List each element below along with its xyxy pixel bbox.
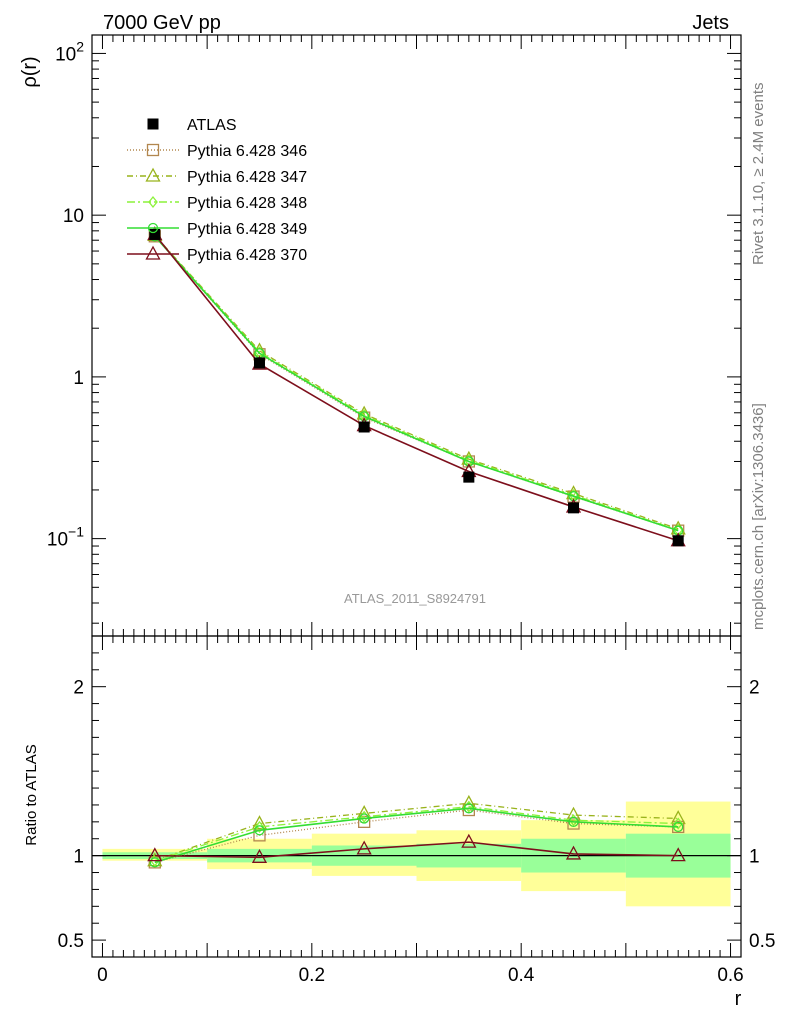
main-y-tick-label: 1: [73, 368, 84, 389]
ratio-point-p347: [565, 806, 582, 821]
side-label-top: Rivet 3.1.10, ≥ 2.4M events: [750, 83, 767, 266]
point-atlas: [358, 421, 370, 433]
header-right: Jets: [692, 12, 729, 34]
legend-label-p370: Pythia 6.428 370: [187, 247, 307, 264]
point-atlas: [463, 471, 475, 483]
ratio-point-p346: [462, 803, 475, 817]
ratio-line-p348: [154, 805, 679, 862]
series-p349: [149, 231, 684, 536]
legend-marker-p346: [146, 143, 160, 157]
ratio-line-p346: [154, 809, 679, 864]
ratio-point-p346: [567, 817, 580, 830]
ratio-point-p349: [359, 813, 370, 824]
point-atlas: [253, 357, 265, 369]
legend-entry-p347: Pythia 6.428 347: [127, 167, 307, 186]
point-atlas: [568, 502, 580, 514]
point-p348: [359, 409, 369, 422]
legend-entry-p349: Pythia 6.428 349: [127, 221, 307, 238]
series-atlas: [149, 228, 684, 547]
ratio-point-p349: [254, 825, 265, 836]
ratio-line-p370: [154, 841, 679, 859]
legend-marker-atlas: [147, 118, 159, 130]
legend-entry-p346: Pythia 6.428 346: [127, 143, 307, 160]
main-y-ticks: [92, 52, 741, 624]
legend-label-p348: Pythia 6.428 348: [187, 195, 307, 212]
ratio-y-ticks: [92, 635, 741, 958]
series-line-p347: [154, 234, 679, 530]
legend-label-atlas: ATLAS: [187, 117, 237, 134]
ratio-point-p370: [251, 848, 268, 863]
series-line-p346: [154, 235, 679, 532]
ratio-y-tick-label: 1: [73, 847, 84, 868]
ratio-point-p370: [461, 833, 477, 848]
ratio-point-p349: [149, 857, 160, 868]
x-tick-label: 0.2: [299, 965, 325, 986]
legend-label-p347: Pythia 6.428 347: [187, 169, 307, 186]
ratio-point-p348: [254, 820, 265, 833]
point-atlas: [149, 228, 161, 240]
ratio-series-p349: [149, 803, 684, 868]
series-p346: [148, 230, 685, 537]
series-p370: [147, 226, 686, 547]
legend-marker-p347: [145, 167, 161, 182]
x-tick-label: 0.6: [717, 965, 743, 986]
ratio-point-p349: [673, 821, 684, 833]
ratio-y-tick-label-right: 1: [749, 847, 760, 868]
series-line-p348: [154, 235, 679, 531]
ratio-point-p370: [147, 847, 163, 862]
legend-label-p346: Pythia 6.428 346: [187, 143, 307, 160]
x-axis-label: r: [735, 988, 742, 1010]
legend-marker-p349: [147, 222, 159, 234]
main-y-tick-exponent: 2: [76, 38, 84, 54]
ratio-y-tick-label: 0.5: [58, 931, 84, 952]
series-p348: [149, 229, 684, 537]
series-p347: [147, 227, 686, 535]
x-tick-label: 0.4: [508, 965, 535, 986]
ratio-y-tick-label-right: 0.5: [749, 931, 775, 952]
ratio-line-p349: [154, 807, 679, 864]
main-panel: 102 10 1 10−1: [47, 34, 742, 637]
side-label-bottom: mcplots.cern.ch [arXiv:1306.3436]: [750, 403, 767, 630]
legend-label-p349: Pythia 6.428 349: [187, 221, 307, 238]
point-atlas: [672, 535, 684, 547]
main-y-tick-label: 10: [63, 206, 84, 227]
series-line-p349: [154, 235, 679, 532]
ratio-frame: [91, 635, 742, 958]
analysis-watermark: ATLAS_2011_S8924791: [344, 591, 486, 606]
x-tick-label: 0: [97, 965, 108, 986]
main-y-tick-exponent: −1: [68, 524, 84, 540]
ratio-point-p348: [673, 817, 684, 830]
main-y-tick-label: 10−1: [47, 524, 84, 551]
ratio-y-label: Ratio to ATLAS: [23, 744, 40, 845]
main-y-tick-label: 102: [55, 38, 84, 65]
legend-entry-atlas: ATLAS: [147, 117, 237, 134]
ratio-point-p370: [356, 840, 372, 855]
ratio-point-p370: [670, 847, 686, 862]
ratio-point-p349: [568, 816, 579, 827]
legend: ATLAS Pythia 6.428 346 Pythia 6.428 347 Pyt…: [127, 117, 307, 264]
ratio-y-tick-label-right: 2: [749, 678, 760, 699]
x-ticks: [91, 35, 742, 957]
main-y-label: ρ(r): [19, 56, 41, 87]
legend-marker-p348: [148, 195, 158, 209]
point-p349: [359, 411, 370, 422]
ratio-point-p349: [463, 803, 474, 814]
series-line-p370: [154, 233, 679, 542]
ratio-series-p370: [147, 833, 686, 863]
ratio-panel: 0 0.2 0.4 0.6 0.5 0.5 1 1 2 2: [58, 35, 775, 986]
ratio-y-tick-label: 2: [73, 678, 84, 699]
legend-marker-p370: [145, 245, 161, 260]
ratio-line-p347: [154, 802, 679, 862]
ratio-point-p346: [148, 856, 161, 869]
legend-entry-p348: Pythia 6.428 348: [127, 195, 307, 212]
ratio-point-p347: [251, 815, 268, 830]
legend-entry-p370: Pythia 6.428 370: [127, 245, 307, 264]
header-left: 7000 GeV pp: [103, 12, 221, 34]
point-p349: [463, 456, 474, 467]
ratio-point-p370: [565, 845, 582, 860]
point-p349: [673, 525, 684, 536]
